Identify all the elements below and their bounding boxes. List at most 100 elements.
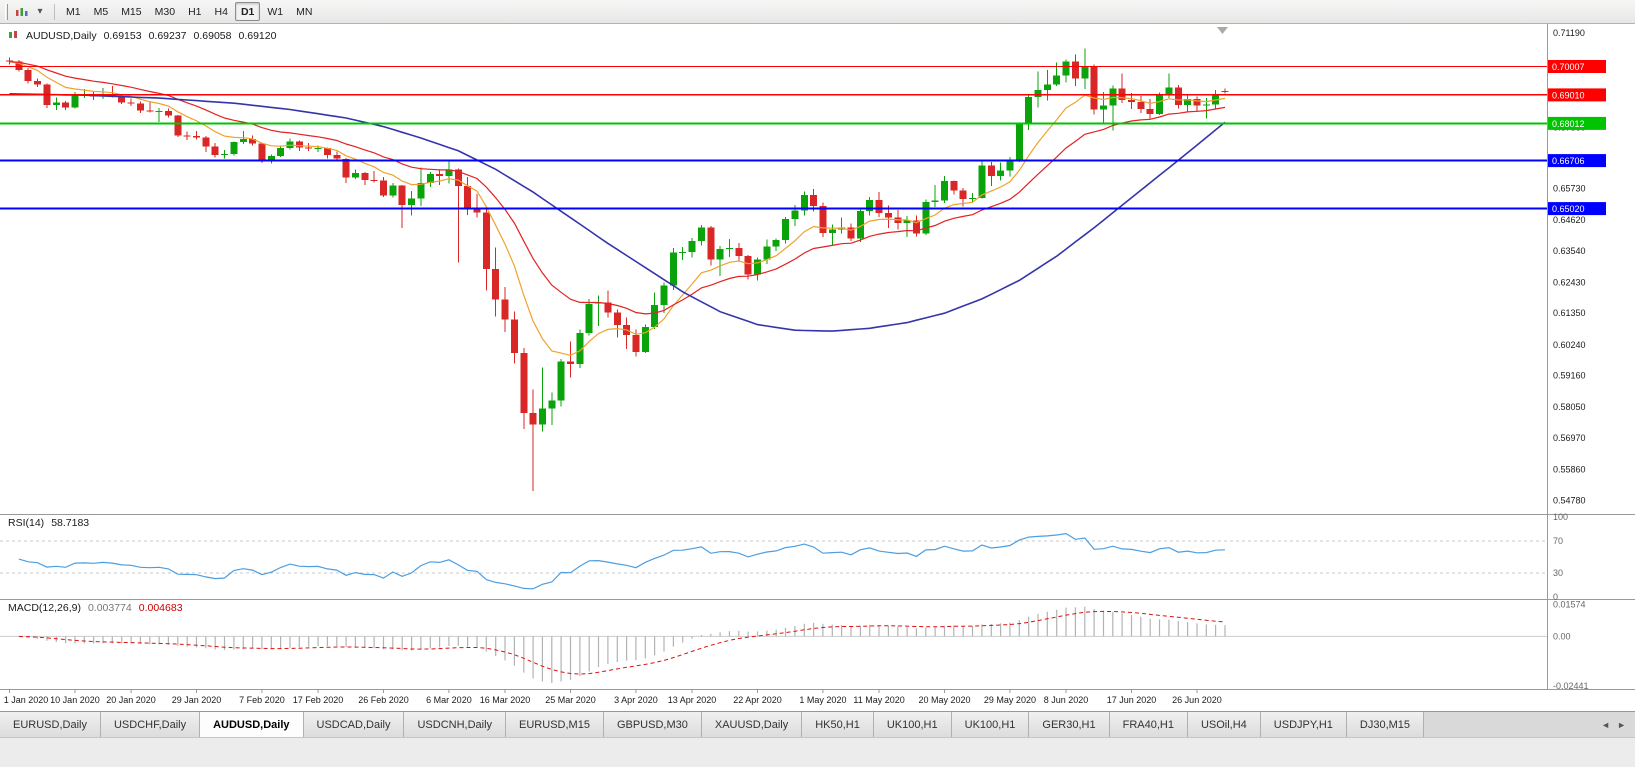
chart-tab-fra40-h1[interactable]: FRA40,H1: [1109, 712, 1188, 737]
svg-text:17 Feb 2020: 17 Feb 2020: [293, 695, 344, 705]
svg-text:26 Jun 2020: 26 Jun 2020: [1172, 695, 1222, 705]
rsi-header: RSI(14) 58.7183: [8, 517, 89, 529]
tab-scroll-buttons: ◄ ►: [1592, 712, 1635, 737]
chart-tab-xauusd-daily[interactable]: XAUUSD,Daily: [701, 712, 803, 737]
chart-tab-dj30-m15[interactable]: DJ30,M15: [1346, 712, 1425, 737]
chart-tab-ger30-h1[interactable]: GER30,H1: [1029, 712, 1110, 737]
ma-fast-line: [9, 61, 1226, 356]
svg-text:7 Feb 2020: 7 Feb 2020: [239, 695, 285, 705]
chart-shift-marker-icon: [1217, 27, 1228, 34]
svg-text:26 Feb 2020: 26 Feb 2020: [358, 695, 409, 705]
svg-text:11 May 2020: 11 May 2020: [853, 695, 904, 705]
timeframe-button-h1[interactable]: H1: [188, 5, 202, 18]
chart-tab-usdcnh-daily[interactable]: USDCNH,Daily: [404, 712, 507, 737]
svg-text:0.00: 0.00: [1553, 631, 1571, 641]
ma-slow-line: [9, 93, 1226, 332]
tab-scroll-left-icon[interactable]: ◄: [1601, 719, 1611, 730]
chart-symbol: AUDUSD,Daily: [26, 30, 97, 42]
chart-tab-usdcad-daily[interactable]: USDCAD,Daily: [303, 712, 405, 737]
rsi-pane-surface[interactable]: [0, 515, 1547, 600]
svg-text:29 May 2020: 29 May 2020: [984, 695, 1036, 705]
svg-text:13 Apr 2020: 13 Apr 2020: [668, 695, 717, 705]
chart-tab-uk100-h1[interactable]: UK100,H1: [873, 712, 952, 737]
chart-tab-usoil-h4[interactable]: USOil,H4: [1187, 712, 1261, 737]
svg-text:0.71190: 0.71190: [1553, 28, 1585, 38]
ohlc-high: 0.69237: [148, 30, 187, 42]
chart-tab-audusd-daily[interactable]: AUDUSD,Daily: [200, 712, 304, 737]
ohlc-low: 0.69058: [193, 30, 232, 42]
timeframe-button-m30[interactable]: M30: [154, 5, 176, 18]
pane-separators: [0, 24, 1635, 690]
macd-label: MACD(12,26,9): [8, 602, 81, 614]
macd-pane-surface[interactable]: [0, 600, 1547, 690]
svg-text:20 Jan 2020: 20 Jan 2020: [106, 695, 156, 705]
timeframe-button-m1[interactable]: M1: [66, 5, 81, 18]
horizontal-lines[interactable]: [0, 65, 1547, 210]
chart-header: AUDUSD,Daily 0.69153 0.69237 0.69058 0.6…: [8, 29, 276, 42]
svg-text:0.64620: 0.64620: [1553, 215, 1586, 225]
macd-value: 0.003774: [87, 602, 132, 614]
chart-dropdown-caret-icon[interactable]: ▾: [37, 6, 43, 17]
chart-tab-gbpusd-m30[interactable]: GBPUSD,M30: [603, 712, 702, 737]
svg-text:25 Mar 2020: 25 Mar 2020: [545, 695, 596, 705]
price-badge-0.70007: [1548, 60, 1606, 73]
svg-text:20 May 2020: 20 May 2020: [918, 695, 970, 705]
macd-pane: 0.01574 0.00 -0.02441: [0, 600, 1589, 691]
rsi-value: 58.7183: [51, 517, 90, 529]
date-axis: 1 Jan 2020 10 Jan 2020 20 Jan 2020 29 Jan 2…: [4, 689, 1222, 705]
price-badge-0.65020: [1548, 202, 1606, 216]
ohlc-open: 0.69153: [103, 30, 142, 42]
chart-tab-eurusd-m15[interactable]: EURUSD,M15: [506, 712, 604, 737]
svg-text:6 Mar 2020: 6 Mar 2020: [426, 695, 472, 705]
timeframe-button-mn[interactable]: MN: [296, 5, 313, 18]
macd-signal-value: 0.004683: [138, 602, 183, 614]
price-chart-surface[interactable]: [0, 24, 1547, 514]
chart-tab-uk100-h1-2[interactable]: UK100,H1: [951, 712, 1030, 737]
svg-text:10 Jan 2020: 10 Jan 2020: [50, 695, 100, 705]
svg-text:0.65730: 0.65730: [1553, 183, 1586, 193]
svg-text:0: 0: [1553, 592, 1558, 602]
svg-text:22 Apr 2020: 22 Apr 2020: [733, 695, 782, 705]
rsi-pane: 100 70 30 0: [0, 512, 1568, 602]
svg-text:29 Jan 2020: 29 Jan 2020: [172, 695, 222, 705]
price-badge-0.68012: [1548, 116, 1606, 130]
svg-text:0.59160: 0.59160: [1553, 371, 1586, 381]
timeframe-button-h4[interactable]: H4: [214, 5, 228, 18]
svg-text:0.61350: 0.61350: [1553, 308, 1586, 318]
chart-tab-usdchf-daily[interactable]: USDCHF,Daily: [100, 712, 201, 737]
chart-tab-eurusd-daily[interactable]: EURUSD,Daily: [0, 712, 101, 737]
chart-tabs-bar: EURUSD,Daily USDCHF,Daily AUDUSD,Daily USDC…: [0, 711, 1635, 737]
svg-text:0.58050: 0.58050: [1553, 402, 1586, 412]
price-line-badges: 0.70007 0.69010 0.68012 0.66706 0.65020: [1548, 60, 1606, 216]
timeframe-button-m15[interactable]: M15: [121, 5, 142, 18]
moving-averages: [9, 61, 1226, 356]
svg-text:16 Mar 2020: 16 Mar 2020: [480, 695, 531, 705]
rsi-line: [18, 532, 1226, 590]
svg-text:100: 100: [1553, 512, 1568, 522]
rsi-label: RSI(14): [8, 517, 45, 529]
svg-text:1 Jan 2020: 1 Jan 2020: [4, 695, 49, 705]
ohlc-close: 0.69120: [238, 30, 277, 42]
tab-scroll-right-icon[interactable]: ►: [1617, 719, 1626, 730]
toolbar-separator: [54, 3, 55, 20]
chart-tab-usdjpy-h1[interactable]: USDJPY,H1: [1260, 712, 1347, 737]
price-badge-0.66706: [1548, 154, 1606, 168]
ma-mid-line: [9, 61, 1226, 315]
chart-canvas: 0.711900.700800.689700.678600.667500.657…: [0, 24, 1635, 705]
toolbar-grip[interactable]: [5, 3, 8, 20]
svg-text:0.62430: 0.62430: [1553, 277, 1586, 287]
price-badge-0.69010: [1548, 88, 1606, 102]
timeframe-button-w1[interactable]: W1: [267, 5, 284, 18]
svg-text:30: 30: [1553, 568, 1563, 578]
svg-text:0.70007: 0.70007: [1552, 62, 1585, 72]
chart-tab-hk50-h1[interactable]: HK50,H1: [802, 712, 874, 737]
svg-text:0.66706: 0.66706: [1552, 156, 1585, 166]
charts-icon[interactable]: [13, 3, 31, 21]
svg-text:0.56970: 0.56970: [1553, 433, 1586, 443]
macd-header: MACD(12,26,9) 0.003774 0.004683: [8, 602, 183, 614]
timeframe-button-m5[interactable]: M5: [93, 5, 109, 18]
timeframe-button-d1[interactable]: D1: [234, 2, 261, 21]
chart-misc: [0, 24, 1547, 690]
timeframe-buttons: M1 M5 M15 M30 H1 H4 D1 W1 MN: [60, 2, 318, 21]
